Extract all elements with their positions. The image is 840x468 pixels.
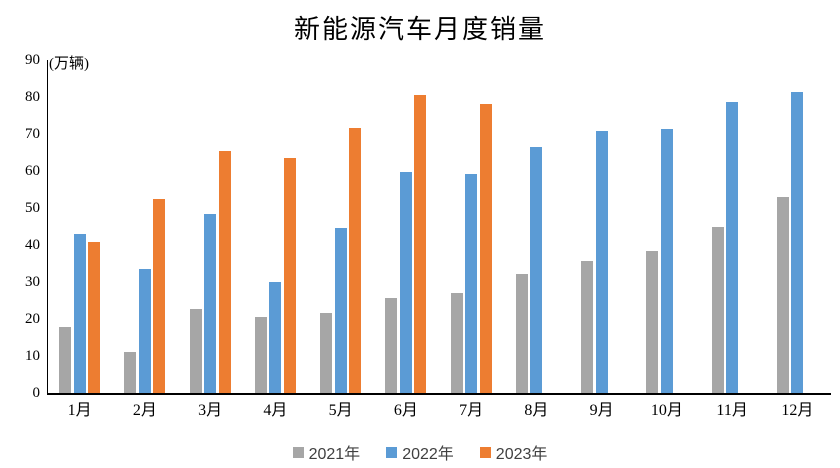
bar-2021年-9月 [581,260,594,393]
bar-2022年-6月 [399,172,412,393]
x-tick-label: 6月 [393,402,418,419]
bar-2021年-5月 [320,312,333,393]
bar-2022年-8月 [530,146,543,393]
y-tick-label: 60 [25,163,40,179]
chart-title: 新能源汽车月度销量 [293,15,546,44]
y-tick-label: 50 [25,200,40,216]
y-axis-unit-label: (万辆) [49,56,89,72]
y-tick-label: 90 [25,52,40,68]
bar-2021年-10月 [646,251,659,393]
bar-2023年-3月 [218,151,231,393]
bar-2021年-12月 [776,196,789,393]
bar-2022年-5月 [334,227,347,393]
bar-2022年-12月 [791,91,804,393]
bar-2023年-7月 [479,104,492,393]
y-tick-label: 10 [25,348,40,364]
bar-2023年-4月 [283,157,296,393]
x-tick-label: 1月 [67,402,92,419]
x-tick-label: 3月 [198,402,223,419]
bar-2022年-1月 [73,233,86,393]
bar-2022年-7月 [465,173,478,393]
x-tick-label: 2月 [132,402,157,419]
y-tick-label: 70 [25,126,40,142]
x-tick-label: 5月 [328,402,353,419]
bar-2022年-2月 [138,269,151,393]
legend-item-2023年: 2023年 [479,440,548,464]
x-tick-label: 9月 [589,402,614,419]
legend-label: 2023年 [495,446,548,463]
x-axis-line [47,393,831,395]
legend-swatch-icon [386,446,398,458]
bar-2023年-2月 [153,198,166,393]
bar-2021年-4月 [254,316,267,393]
x-tick-label: 7月 [459,402,484,419]
bar-2022年-9月 [595,131,608,393]
y-tick-label: 40 [25,237,40,253]
bar-2022年-11月 [726,102,739,393]
bar-2022年-10月 [660,128,673,393]
bar-2023年-1月 [88,242,101,393]
bar-2023年-5月 [349,127,362,393]
y-tick-label: 20 [25,311,40,327]
x-tick-label: 12月 [781,402,814,419]
y-tick-label: 30 [25,274,40,290]
x-tick-label: 8月 [524,402,549,419]
legend: 2021年 2022年 2023年 [0,440,840,464]
x-tick-label: 4月 [263,402,288,419]
legend-label: 2022年 [402,446,454,463]
bar-2021年-1月 [59,326,72,393]
bar-2023年-6月 [414,94,427,393]
bar-2021年-3月 [189,309,202,393]
bar-2022年-3月 [204,213,217,393]
legend-swatch-icon [292,446,304,458]
y-axis-line [47,60,48,393]
bar-2021年-6月 [385,298,398,393]
y-tick-label: 0 [32,385,41,401]
bar-2022年-4月 [269,282,282,393]
x-tick-label: 11月 [716,402,748,419]
bar-2021年-8月 [515,274,528,393]
y-tick-label: 80 [25,89,40,105]
bar-2021年-7月 [450,292,463,393]
x-tick-label: 10月 [650,402,683,419]
legend-swatch-icon [479,446,491,458]
legend-item-2022年: 2022年 [386,440,454,464]
bar-2021年-11月 [711,226,724,393]
bar-2021年-2月 [124,352,137,393]
legend-label: 2021年 [308,446,361,463]
legend-item-2021年: 2021年 [292,440,361,464]
